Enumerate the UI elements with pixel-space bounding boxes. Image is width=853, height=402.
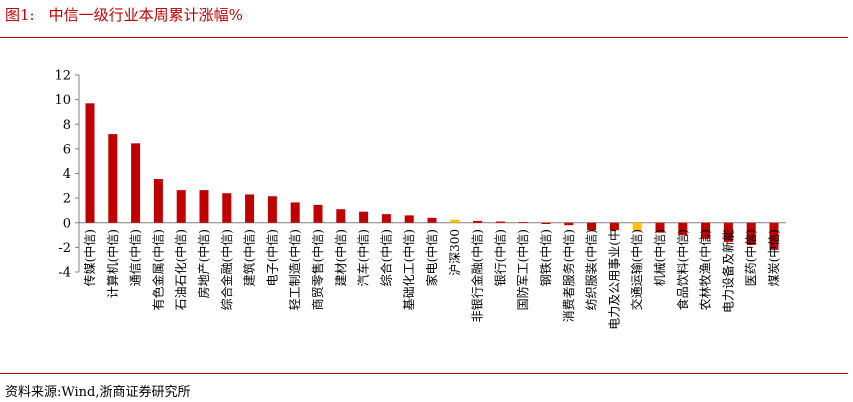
bar bbox=[313, 204, 323, 223]
bar bbox=[678, 222, 688, 236]
bar bbox=[290, 202, 300, 223]
bar bbox=[404, 215, 414, 223]
x-tick-label: 综合金融(中信) bbox=[219, 229, 234, 310]
bar bbox=[632, 222, 642, 231]
x-tick-label: 电力设备及新能 bbox=[720, 229, 735, 313]
x-tick-label: 纺织服装(中信) bbox=[584, 229, 599, 310]
x-tick-label: 基础化工(中信) bbox=[401, 229, 416, 310]
bottom-divider bbox=[0, 373, 848, 374]
y-tick-label: 2 bbox=[63, 192, 71, 207]
y-tick-label: 0 bbox=[63, 216, 71, 231]
x-tick-label: 食品饮料(中信) bbox=[675, 229, 690, 310]
x-tick-label: 机械(中信) bbox=[652, 229, 667, 286]
y-tick-label: -4 bbox=[58, 266, 71, 281]
bar bbox=[267, 196, 277, 223]
x-tick-label: 商贸零售(中信) bbox=[310, 229, 325, 310]
x-tick-label: 非银行金融(中信) bbox=[470, 229, 485, 322]
x-tick-label: 房地产(中信) bbox=[196, 229, 211, 298]
x-tick-label: 医药(中信) bbox=[743, 229, 758, 286]
bar bbox=[245, 194, 255, 223]
x-tick-label: 消费者服务(中信) bbox=[561, 229, 576, 322]
bar-chart: -4 -2 0 2 4 6 8 10 12 传媒(中信) 计算机(中信) 通信(中信) 有色金属(中信… bbox=[54, 69, 786, 330]
y-tick-label: 4 bbox=[63, 167, 71, 182]
x-tick-label: 家电(中信) bbox=[424, 229, 439, 286]
x-tick-label: 有色金属(中信) bbox=[150, 229, 165, 310]
bar bbox=[564, 222, 574, 226]
y-tick-label: 10 bbox=[54, 93, 71, 108]
bar bbox=[450, 219, 460, 223]
bar bbox=[495, 221, 505, 223]
bar bbox=[723, 222, 733, 242]
bar bbox=[176, 190, 186, 223]
x-tick-label: 农林牧渔(中信) bbox=[698, 229, 713, 310]
bar bbox=[336, 209, 346, 223]
bar bbox=[427, 217, 437, 223]
bar bbox=[518, 222, 528, 223]
bars bbox=[85, 103, 779, 250]
x-tick-label: 建筑(中信) bbox=[242, 229, 257, 286]
bar bbox=[541, 222, 551, 224]
x-tick-label: 银行(中信) bbox=[492, 229, 507, 286]
bar bbox=[701, 222, 711, 239]
y-axis: -4 -2 0 2 4 6 8 10 12 bbox=[54, 69, 786, 281]
chart-title: 中信一级行业本周累计涨幅% bbox=[48, 6, 243, 24]
x-tick-label: 汽车(中信) bbox=[356, 229, 371, 286]
bar bbox=[222, 193, 232, 223]
bar bbox=[153, 179, 163, 223]
x-tick-label: 国防军工(中信) bbox=[515, 229, 530, 310]
x-tick-label: 传媒(中信) bbox=[82, 229, 97, 286]
bar bbox=[655, 222, 665, 233]
bar bbox=[746, 222, 756, 245]
x-tick-label: 煤炭(中信) bbox=[766, 229, 781, 286]
bar bbox=[359, 211, 369, 223]
x-axis-labels: 传媒(中信) 计算机(中信) 通信(中信) 有色金属(中信) 石油石化(中信) 房地产(中… bbox=[82, 229, 781, 330]
x-tick-label: 交通运输(中信) bbox=[629, 229, 644, 310]
source-note: 资料来源:Wind,浙商证券研究所 bbox=[5, 385, 191, 400]
bar bbox=[609, 222, 619, 231]
figure-title: 图1: 中信一级行业本周累计涨幅% bbox=[5, 4, 257, 25]
x-tick-label: 钢铁(中信) bbox=[538, 229, 553, 286]
y-tick-label: 8 bbox=[63, 118, 71, 133]
x-tick-label: 计算机(中信) bbox=[105, 229, 120, 298]
y-tick-label: -2 bbox=[58, 241, 71, 256]
y-tick-label: 12 bbox=[54, 69, 71, 84]
y-tick-label: 6 bbox=[63, 142, 71, 157]
x-tick-label: 综合(中信) bbox=[378, 229, 393, 286]
x-tick-label: 通信(中信) bbox=[128, 229, 143, 286]
x-tick-label: 电力及公用事业(中 bbox=[606, 229, 621, 330]
bar bbox=[769, 222, 779, 250]
bar bbox=[131, 143, 141, 223]
x-tick-label: 电子(中信) bbox=[264, 229, 279, 286]
bar bbox=[473, 220, 483, 223]
figure-label: 图1: bbox=[5, 6, 35, 24]
bar bbox=[381, 214, 391, 223]
bar bbox=[199, 190, 209, 223]
x-tick-label: 沪深300 bbox=[448, 229, 462, 276]
x-tick-label: 建材(中信) bbox=[333, 229, 348, 286]
bar bbox=[85, 103, 95, 223]
x-tick-label: 石油石化(中信) bbox=[173, 229, 188, 310]
bar bbox=[108, 134, 118, 223]
x-tick-label: 轻工制造(中信) bbox=[287, 229, 302, 310]
top-divider bbox=[0, 37, 848, 38]
bar bbox=[587, 222, 597, 231]
